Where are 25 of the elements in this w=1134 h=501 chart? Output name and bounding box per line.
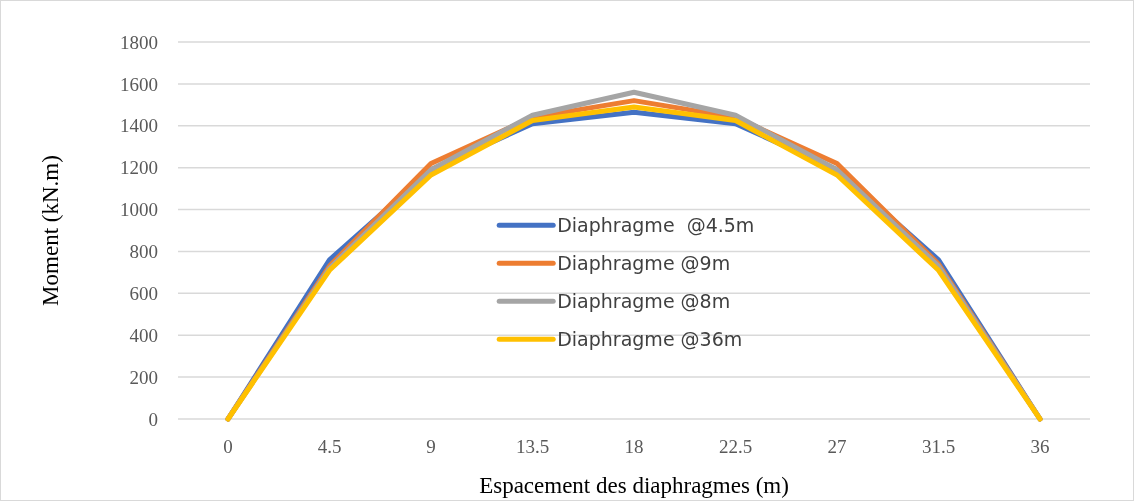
legend-label: Diaphragme @36m [557,327,743,350]
y-tick-label: 0 [148,408,158,430]
y-tick-label: 400 [129,324,158,346]
x-tick-label: 4.5 [317,436,342,457]
x-axis-title: Espacement des diaphragmes (m) [479,473,789,498]
y-tick-label: 600 [129,282,158,304]
legend-label: Diaphragme @8m [557,289,731,312]
y-tick-label: 200 [129,366,158,388]
x-tick-label: 36 [1030,436,1050,457]
x-tick-label: 18 [624,436,644,457]
legend-label: Diaphragme @9m [557,251,731,274]
x-tick-label: 27 [827,436,847,457]
y-tick-label: 800 [129,241,158,263]
y-tick-label: 1800 [120,31,158,53]
x-tick-label: 0 [223,436,233,457]
x-tick-label: 9 [426,436,436,457]
y-tick-label: 1200 [120,157,158,179]
y-tick-label: 1000 [120,199,158,221]
y-tick-label: 1600 [120,73,158,95]
y-axis-title: Moment (kN.m) [38,155,63,306]
x-tick-label: 31.5 [921,436,956,457]
y-tick-label: 1400 [120,115,158,137]
x-tick-label: 22.5 [718,436,753,457]
legend-label: Diaphragme @4.5m [557,213,755,236]
x-tick-label: 13.5 [515,436,550,457]
